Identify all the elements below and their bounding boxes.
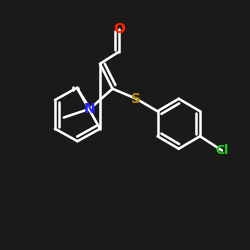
Text: O: O [113,22,125,36]
Text: N: N [84,102,96,116]
Text: Cl: Cl [216,144,228,157]
Text: S: S [131,92,141,106]
